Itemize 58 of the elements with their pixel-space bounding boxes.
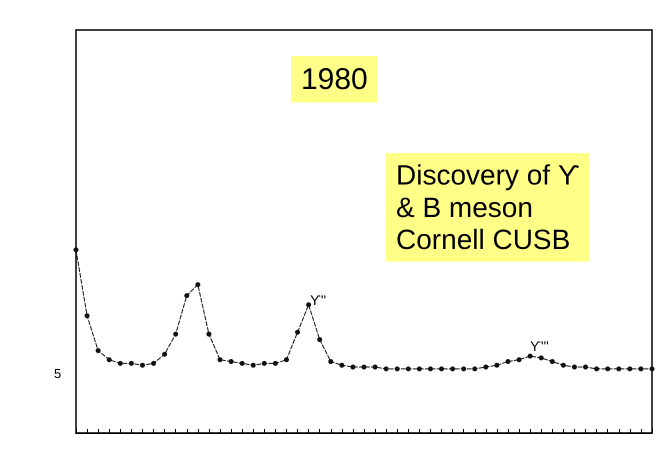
point — [638, 366, 644, 372]
point — [450, 366, 456, 372]
point — [173, 332, 178, 337]
point — [228, 359, 234, 364]
annotation: ϒ''' — [530, 338, 549, 354]
point — [616, 366, 622, 372]
point — [494, 362, 500, 368]
point — [218, 357, 222, 362]
point — [416, 366, 422, 372]
point — [118, 360, 123, 366]
point — [295, 330, 300, 335]
text: 5 — [54, 366, 62, 381]
text: 1980 — [301, 62, 368, 96]
point — [650, 366, 654, 372]
point — [372, 364, 378, 370]
point — [206, 332, 212, 337]
point — [84, 313, 90, 318]
point — [594, 366, 600, 372]
point — [528, 354, 533, 359]
point — [195, 282, 200, 288]
point — [384, 366, 389, 372]
point — [272, 360, 278, 366]
point — [506, 359, 510, 364]
point — [306, 302, 312, 308]
point — [394, 366, 400, 372]
point — [140, 362, 145, 368]
point — [439, 366, 444, 372]
point — [605, 366, 610, 372]
point — [406, 366, 411, 372]
point — [317, 337, 322, 342]
point — [428, 366, 433, 372]
point — [350, 364, 356, 370]
annotation: ϒ'' — [310, 292, 326, 308]
point — [550, 359, 555, 364]
point — [128, 360, 134, 366]
point — [74, 247, 78, 252]
annotation: Discovery of ϒ & B meson Cornell CUSB — [396, 160, 580, 255]
point — [106, 357, 112, 362]
point — [151, 360, 156, 366]
point — [328, 359, 334, 364]
point — [250, 362, 256, 368]
point — [362, 364, 366, 370]
point — [583, 364, 588, 370]
point — [184, 293, 190, 298]
point — [627, 366, 632, 372]
point — [262, 360, 267, 366]
point — [560, 362, 566, 368]
point — [461, 366, 466, 372]
point — [572, 364, 577, 370]
point — [284, 357, 289, 362]
point — [240, 360, 245, 366]
point — [483, 364, 488, 370]
point — [162, 352, 168, 357]
point — [339, 362, 344, 368]
point — [516, 357, 522, 362]
point — [538, 355, 544, 360]
point — [472, 366, 478, 372]
point — [96, 348, 101, 354]
